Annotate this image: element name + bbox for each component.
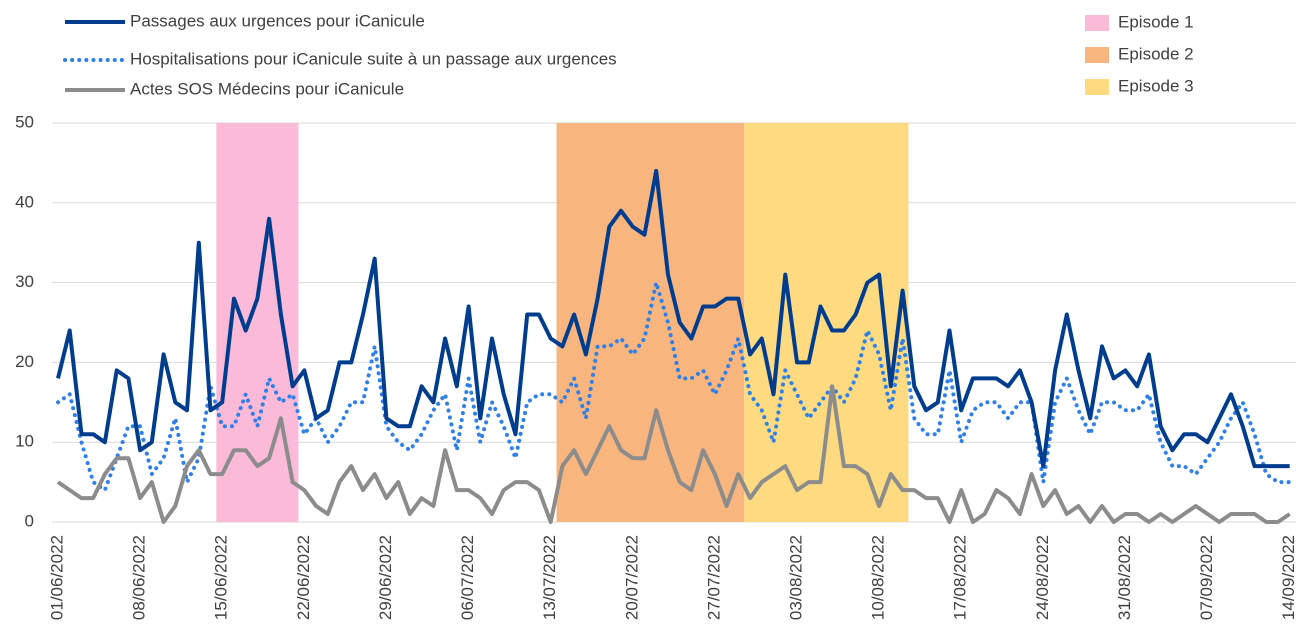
series-line [56, 168, 1290, 469]
x-tick-label: 29/06/2022 [376, 535, 395, 620]
x-tick-label: 13/07/2022 [540, 535, 559, 620]
x-tick-label: 24/08/2022 [1033, 535, 1052, 620]
y-tick-label: 20 [15, 352, 34, 371]
x-tick-label: 22/06/2022 [294, 535, 313, 620]
series-line [56, 280, 1292, 493]
y-tick-label: 30 [15, 272, 34, 291]
y-tick-label: 10 [15, 432, 34, 451]
y-tick-label: 40 [15, 192, 34, 211]
x-tick-label: 07/09/2022 [1197, 535, 1216, 620]
legend-label: Hospitalisations pour iCanicule suite à … [130, 49, 617, 68]
legend-label: Episode 3 [1118, 76, 1194, 95]
x-tick-label: 08/06/2022 [130, 535, 149, 620]
episode-band [556, 123, 745, 522]
legend-swatch [1085, 79, 1109, 95]
x-tick-label: 31/08/2022 [1115, 535, 1134, 620]
x-tick-label: 15/06/2022 [212, 535, 231, 620]
series-line [56, 384, 1291, 524]
y-tick-label: 50 [15, 112, 34, 131]
y-tick-label: 0 [25, 511, 34, 530]
x-tick-label: 06/07/2022 [458, 535, 477, 620]
x-tick-label: 27/07/2022 [704, 535, 723, 620]
legend-swatch [1085, 47, 1109, 63]
legend-label: Passages aux urgences pour iCanicule [130, 11, 425, 30]
legend-label: Episode 2 [1118, 44, 1194, 63]
legend-label: Actes SOS Médecins pour iCanicule [130, 79, 404, 98]
x-tick-label: 17/08/2022 [951, 535, 970, 620]
x-tick-label: 10/08/2022 [869, 535, 888, 620]
x-tick-label: 03/08/2022 [786, 535, 805, 620]
legend-swatch [1085, 15, 1109, 31]
x-tick-label: 01/06/2022 [47, 535, 66, 620]
x-tick-label: 20/07/2022 [622, 535, 641, 620]
legend-label: Episode 1 [1118, 12, 1194, 31]
x-tick-label: 14/09/2022 [1279, 535, 1296, 620]
